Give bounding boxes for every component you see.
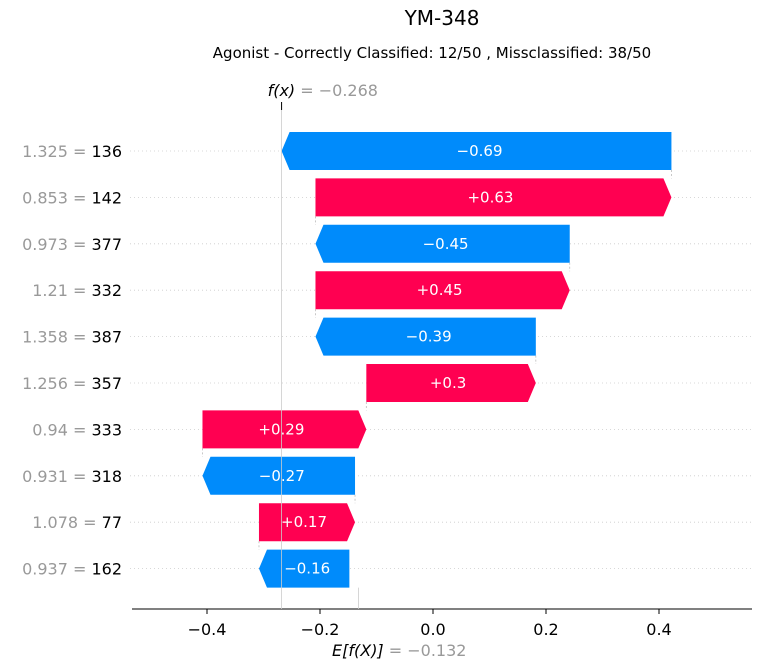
expected-value-marker: E[f(X)] = −0.132 [332, 587, 466, 660]
feature-value: 1.21 = [32, 281, 91, 300]
feature-label: 1.256 = 357 [22, 374, 122, 393]
feature-value: 1.325 = [22, 142, 91, 161]
feature-name: 387 [91, 328, 122, 347]
bar-label: −0.16 [284, 560, 330, 578]
fx-marker: f(x) = −0.268 [268, 81, 378, 609]
feature-name: 332 [91, 281, 122, 300]
bar-332 [315, 271, 570, 310]
feature-name: 333 [91, 420, 122, 439]
feature-label: 1.21 = 332 [32, 281, 122, 300]
feature-name: 142 [91, 188, 122, 207]
bar-label: −0.45 [423, 235, 469, 253]
expected-value: = −0.132 [384, 641, 467, 660]
feature-name: 136 [91, 142, 122, 161]
x-tick-label: 0.4 [646, 620, 671, 639]
bar-label: +0.63 [467, 188, 513, 206]
bar-318 [202, 456, 356, 495]
fx-value: = −0.268 [295, 81, 378, 100]
bar-387 [315, 317, 536, 356]
bar-142 [315, 178, 672, 217]
chart-title: YM-348 [404, 6, 480, 30]
feature-value: 0.94 = [32, 420, 91, 439]
bar-77 [258, 503, 356, 542]
expected-label: E[f(X)] = −0.132 [332, 641, 466, 660]
feature-label: 0.931 = 318 [22, 467, 122, 486]
x-tick-label: −0.4 [188, 620, 227, 639]
feature-value: 0.853 = [22, 188, 91, 207]
x-tick-label: 0.0 [420, 620, 445, 639]
feature-label: 1.078 = 77 [32, 513, 122, 532]
feature-value: 1.256 = [22, 374, 91, 393]
feature-name: 318 [91, 467, 122, 486]
feature-value: 1.078 = [32, 513, 101, 532]
bar-label: +0.17 [281, 513, 327, 531]
bar-label: +0.45 [417, 281, 463, 299]
bar-label: −0.69 [457, 142, 503, 160]
feature-value: 0.973 = [22, 235, 91, 254]
gridlines [130, 150, 752, 569]
feature-name: 162 [91, 560, 122, 579]
x-tick-label: −0.2 [301, 620, 340, 639]
feature-label: 1.358 = 387 [22, 328, 122, 347]
expected-name: E[f(X)] [332, 641, 384, 660]
feature-value: 1.358 = [22, 328, 91, 347]
feature-label: 0.973 = 377 [22, 235, 122, 254]
bars: −0.69+0.63−0.45+0.45−0.39+0.3+0.29−0.27+… [202, 132, 672, 588]
bar-333 [202, 410, 367, 449]
bar-label: −0.39 [406, 328, 452, 346]
fx-label: f(x) = −0.268 [268, 81, 378, 100]
bar-label: +0.3 [430, 374, 466, 392]
feature-name: 377 [91, 235, 122, 254]
feature-value: 0.937 = [22, 560, 91, 579]
feature-label: 0.937 = 162 [22, 560, 122, 579]
fx-name: f(x) [268, 81, 296, 100]
bar-377 [315, 224, 570, 263]
feature-label: 0.94 = 333 [32, 420, 122, 439]
bar-357 [366, 364, 536, 402]
bar-136 [281, 132, 672, 170]
feature-name: 77 [102, 513, 122, 532]
x-axis: −0.4 −0.2 0.0 0.2 0.4 [132, 608, 752, 639]
feature-value: 0.931 = [22, 467, 91, 486]
feature-label: 0.853 = 142 [22, 188, 122, 207]
x-tick-label: 0.2 [533, 620, 558, 639]
feature-labels: 1.325 = 136 0.853 = 142 0.973 = 377 1.21 = … [22, 142, 122, 579]
feature-label: 1.325 = 136 [22, 142, 122, 161]
feature-name: 357 [91, 374, 122, 393]
chart-subtitle: Agonist - Correctly Classified: 12/50 , … [213, 44, 651, 62]
